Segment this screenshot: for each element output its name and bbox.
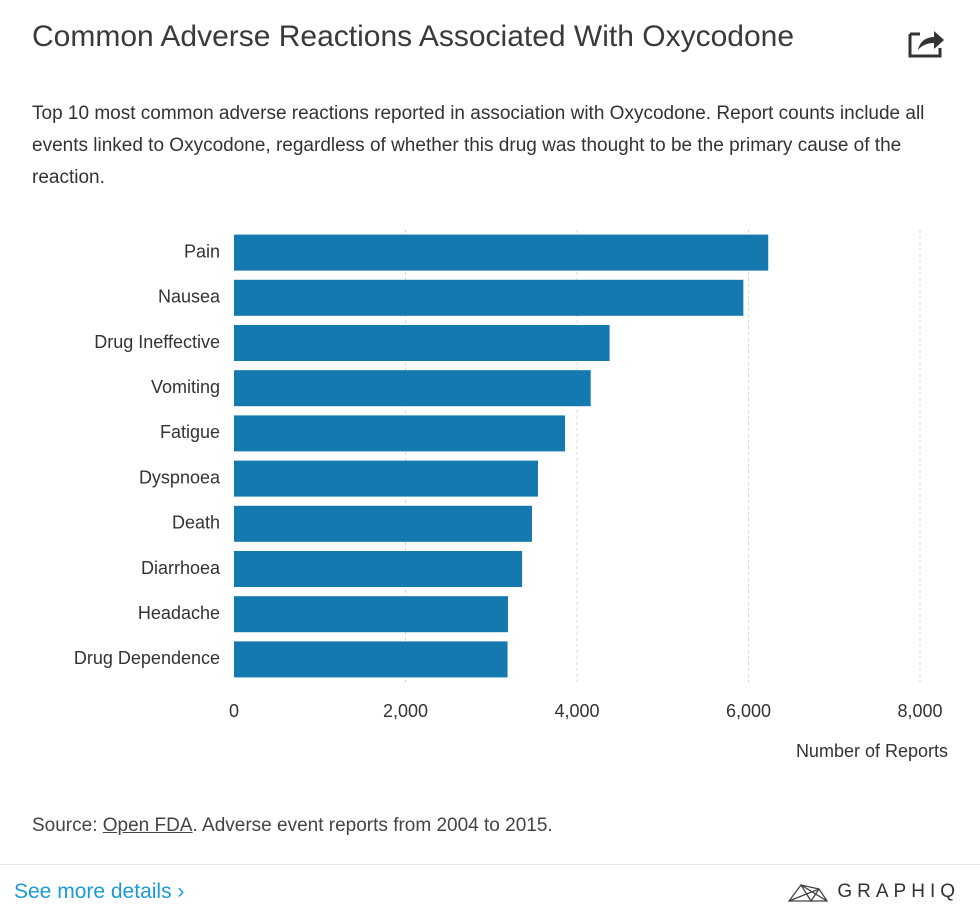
bar [234,551,523,587]
bar [234,460,538,497]
y-tick-label: Drug Ineffective [94,332,220,352]
brand: GRAPHIQ [787,881,960,903]
source-suffix: . Adverse event reports from 2004 to 201… [192,815,553,836]
y-tick-label: Pain [184,241,220,261]
source-prefix: Source: [32,815,98,836]
source-note: Source: Open FDA. Adverse event reports … [32,815,553,837]
y-tick-label: Nausea [158,287,221,307]
bar [234,370,591,407]
brand-name: GRAPHIQ [837,881,960,903]
y-tick-label: Death [172,513,220,533]
divider [0,864,980,865]
share-icon[interactable] [906,26,948,60]
y-tick-label: Headache [138,603,220,623]
x-tick-label: 8,000 [897,701,942,721]
source-link[interactable]: Open FDA [102,815,193,836]
bar [234,641,508,678]
bar [234,279,744,316]
y-tick-label: Fatigue [160,422,220,442]
x-tick-label: 4,000 [554,701,599,721]
see-more-link[interactable]: See more details › [14,880,185,903]
x-axis-label: Number of Reports [796,741,948,761]
y-tick-label: Dyspnoea [139,467,221,487]
y-tick-label: Diarrhoea [141,558,221,578]
x-tick-label: 6,000 [726,701,771,721]
y-tick-label: Vomiting [151,377,220,397]
brand-logo [788,883,829,903]
x-tick-label: 0 [229,701,239,721]
bar [234,415,565,452]
bar [234,596,508,633]
chart-subtitle: Top 10 most common adverse reactions rep… [32,103,925,188]
bar [234,325,610,361]
bar [234,505,532,542]
bar [234,234,769,271]
chart-title: Common Adverse Reactions Associated With… [32,20,795,53]
x-tick-label: 2,000 [383,701,428,721]
y-tick-label: Drug Dependence [74,648,220,668]
